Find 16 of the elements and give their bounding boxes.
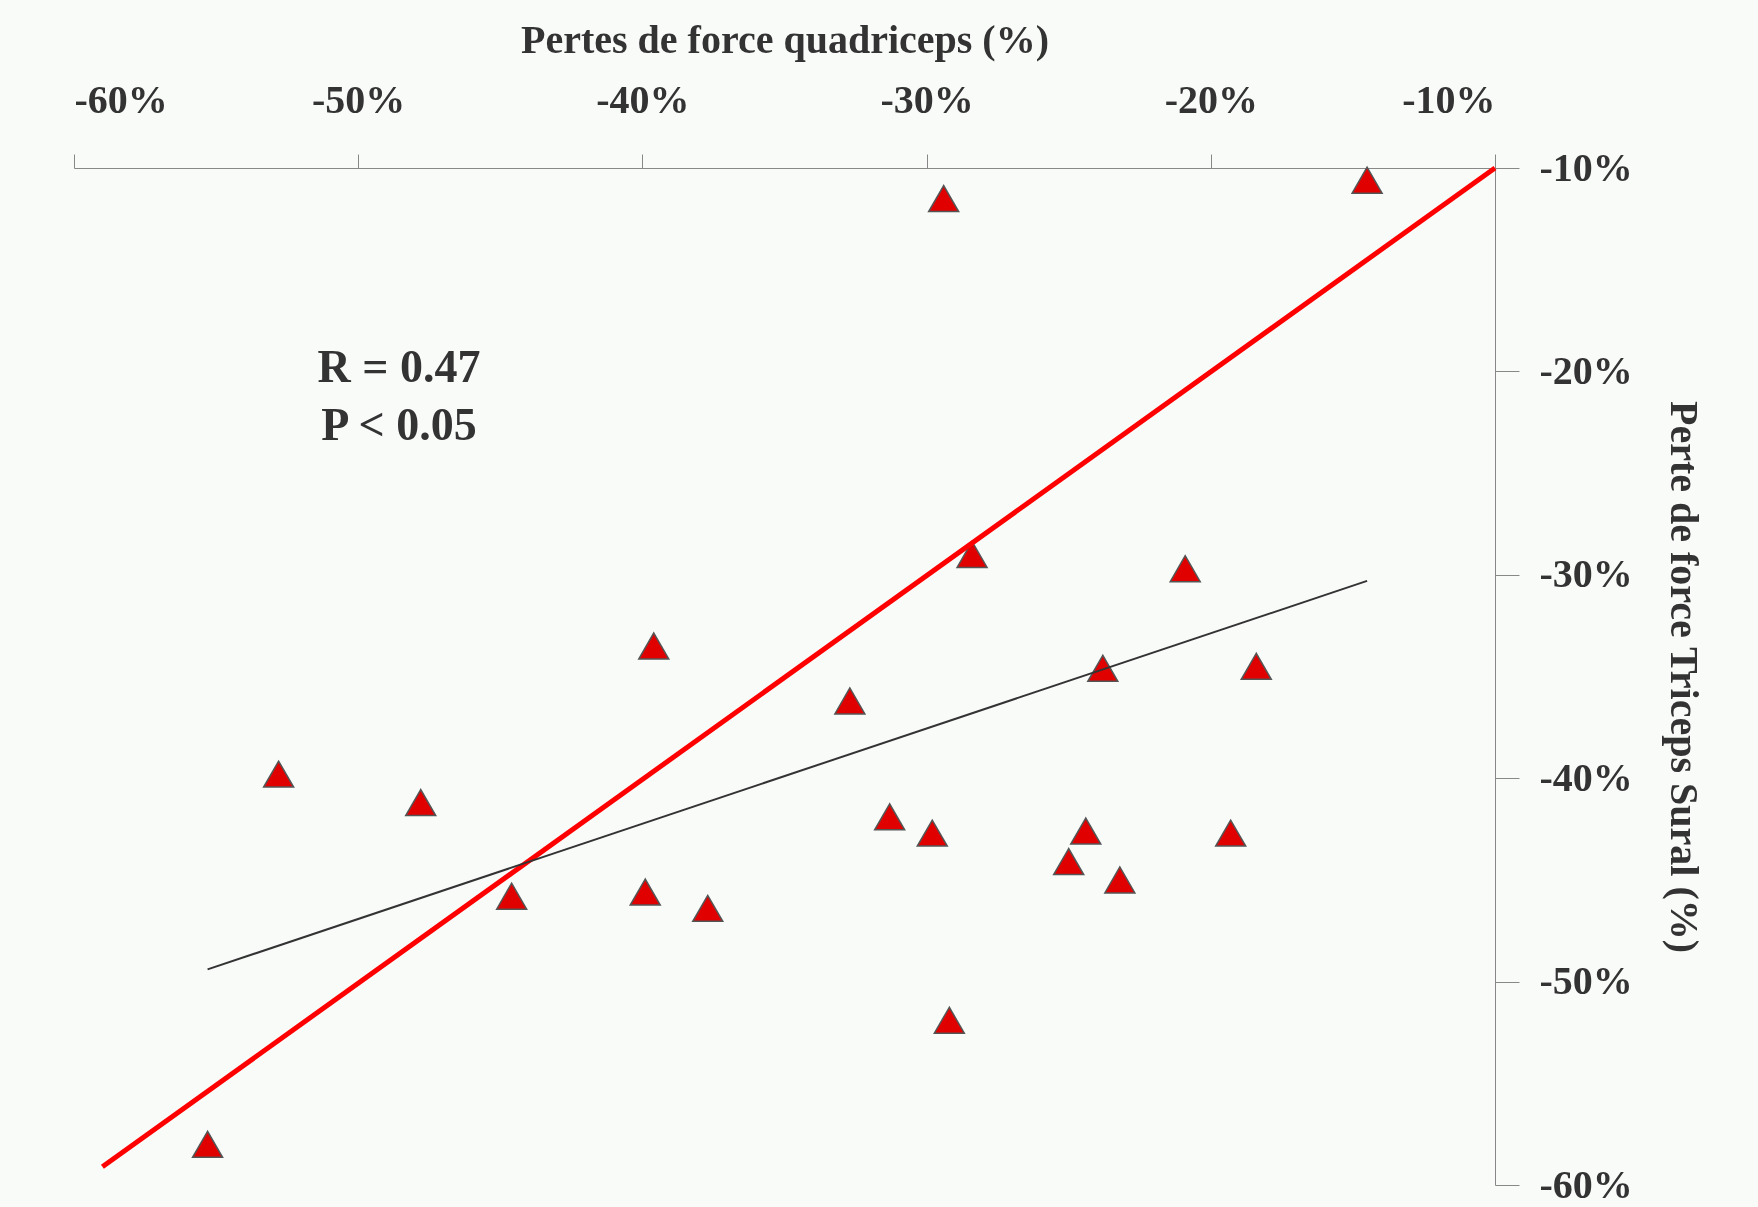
- x-tick-label: -20%: [1164, 76, 1258, 122]
- y-axis-title: Perte de force Triceps Sural (%): [1661, 400, 1707, 954]
- x-axis-title: Pertes de force quadriceps (%): [520, 16, 1050, 62]
- x-tick-label: -10%: [1402, 76, 1496, 122]
- y-tick-label: -50%: [1539, 958, 1633, 1004]
- y-tick-label: -10%: [1539, 144, 1633, 190]
- y-tick-label: -20%: [1539, 347, 1633, 393]
- x-tick-label: -40%: [596, 76, 690, 122]
- annotation: R = 0.47: [317, 341, 481, 392]
- y-tick-label: -60%: [1539, 1161, 1633, 1207]
- y-tick-label: -40%: [1539, 754, 1633, 800]
- x-tick-label: -30%: [880, 76, 974, 122]
- x-tick-label: -50%: [312, 76, 406, 122]
- y-tick-label: -30%: [1539, 551, 1633, 597]
- annotation: P < 0.05: [321, 399, 477, 450]
- x-tick-label: -60%: [74, 76, 168, 122]
